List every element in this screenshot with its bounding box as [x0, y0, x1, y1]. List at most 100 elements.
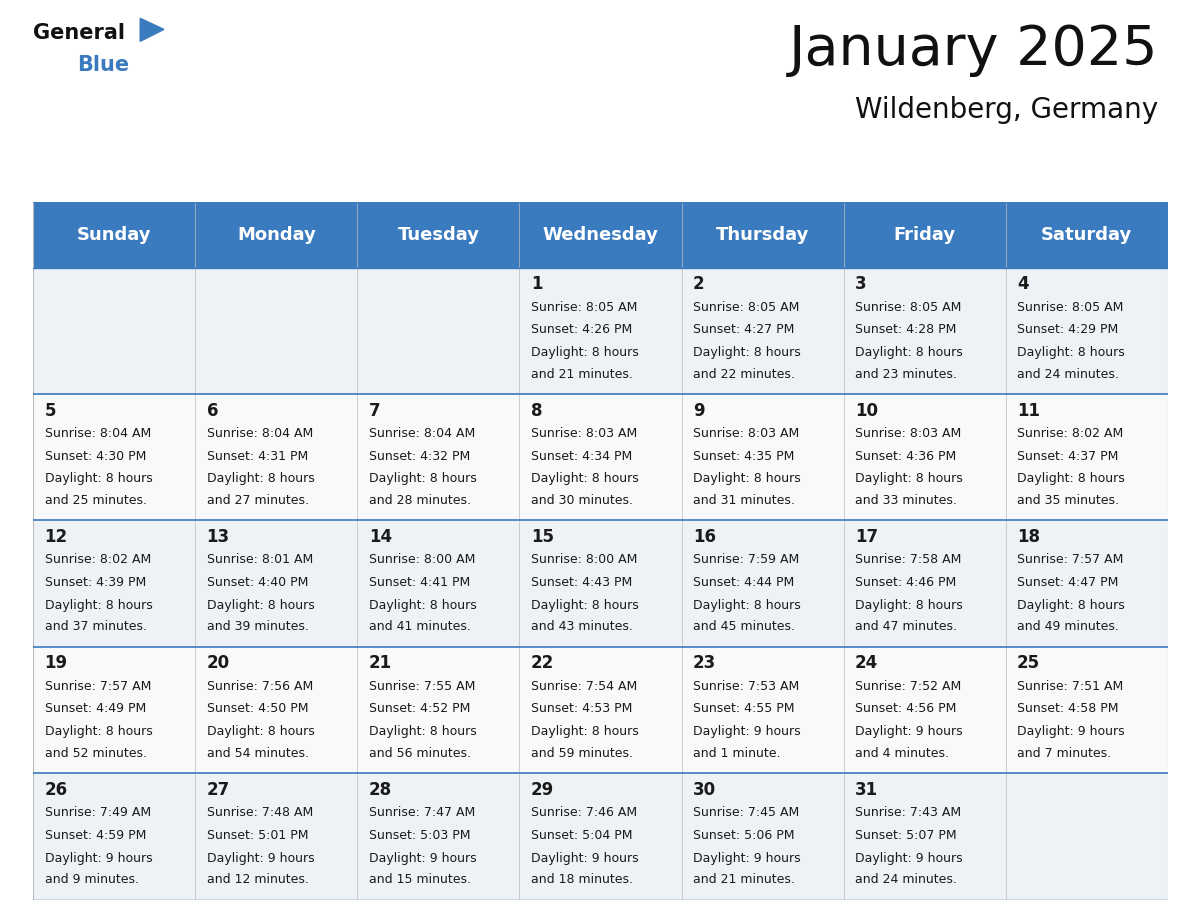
Text: 16: 16	[693, 528, 716, 546]
Text: Daylight: 8 hours: Daylight: 8 hours	[531, 473, 639, 486]
Text: Sunrise: 7:49 AM: Sunrise: 7:49 AM	[45, 806, 151, 819]
Bar	[195, 202, 358, 268]
Text: Sunset: 5:03 PM: Sunset: 5:03 PM	[368, 829, 470, 842]
Text: Daylight: 8 hours: Daylight: 8 hours	[531, 599, 639, 611]
Text: 26: 26	[45, 781, 68, 799]
Text: and 24 minutes.: and 24 minutes.	[855, 873, 956, 886]
Bar	[33, 647, 1168, 773]
Text: General: General	[33, 23, 125, 43]
Bar	[843, 202, 1006, 268]
Text: Daylight: 8 hours: Daylight: 8 hours	[693, 473, 801, 486]
Text: Daylight: 8 hours: Daylight: 8 hours	[207, 599, 315, 611]
Text: 13: 13	[207, 528, 229, 546]
Text: Blue: Blue	[77, 55, 129, 75]
Bar	[682, 202, 843, 268]
Text: 8: 8	[531, 402, 543, 420]
Text: Sunday: Sunday	[77, 226, 152, 244]
Text: Sunrise: 8:00 AM: Sunrise: 8:00 AM	[531, 554, 637, 566]
Text: January 2025: January 2025	[789, 23, 1158, 77]
Text: 20: 20	[207, 655, 229, 673]
Text: Sunset: 4:53 PM: Sunset: 4:53 PM	[531, 702, 632, 715]
Text: Sunset: 4:47 PM: Sunset: 4:47 PM	[1017, 577, 1118, 589]
Text: Friday: Friday	[893, 226, 956, 244]
Text: 30: 30	[693, 781, 716, 799]
Text: 5: 5	[45, 402, 56, 420]
Text: Daylight: 8 hours: Daylight: 8 hours	[855, 599, 962, 611]
Text: Daylight: 8 hours: Daylight: 8 hours	[45, 599, 152, 611]
Text: and 47 minutes.: and 47 minutes.	[855, 621, 958, 633]
Text: Monday: Monday	[236, 226, 316, 244]
Bar	[519, 202, 682, 268]
Bar	[33, 773, 1168, 900]
Text: Sunset: 4:30 PM: Sunset: 4:30 PM	[45, 450, 146, 463]
Text: Daylight: 9 hours: Daylight: 9 hours	[207, 852, 315, 865]
Text: and 28 minutes.: and 28 minutes.	[368, 494, 470, 507]
Text: and 15 minutes.: and 15 minutes.	[368, 873, 470, 886]
Text: and 41 minutes.: and 41 minutes.	[368, 621, 470, 633]
Text: and 23 minutes.: and 23 minutes.	[855, 367, 956, 381]
Text: 10: 10	[855, 402, 878, 420]
Text: Sunset: 4:35 PM: Sunset: 4:35 PM	[693, 450, 795, 463]
Bar	[33, 268, 1168, 394]
Text: 6: 6	[207, 402, 219, 420]
Text: and 21 minutes.: and 21 minutes.	[693, 873, 795, 886]
Text: Sunrise: 7:43 AM: Sunrise: 7:43 AM	[855, 806, 961, 819]
Bar	[33, 521, 1168, 647]
Text: Daylight: 9 hours: Daylight: 9 hours	[1017, 725, 1125, 738]
Text: 14: 14	[368, 528, 392, 546]
Text: Sunrise: 7:59 AM: Sunrise: 7:59 AM	[693, 554, 800, 566]
Text: Daylight: 8 hours: Daylight: 8 hours	[855, 473, 962, 486]
Text: 27: 27	[207, 781, 230, 799]
Text: and 54 minutes.: and 54 minutes.	[207, 746, 309, 760]
Text: and 45 minutes.: and 45 minutes.	[693, 621, 795, 633]
Text: Sunrise: 8:03 AM: Sunrise: 8:03 AM	[531, 427, 637, 440]
Text: and 24 minutes.: and 24 minutes.	[1017, 367, 1119, 381]
Text: Sunrise: 7:56 AM: Sunrise: 7:56 AM	[207, 679, 312, 693]
Text: and 22 minutes.: and 22 minutes.	[693, 367, 795, 381]
Text: Sunrise: 8:03 AM: Sunrise: 8:03 AM	[855, 427, 961, 440]
Text: Sunset: 4:36 PM: Sunset: 4:36 PM	[855, 450, 956, 463]
Text: and 30 minutes.: and 30 minutes.	[531, 494, 633, 507]
Text: Thursday: Thursday	[716, 226, 809, 244]
Text: and 39 minutes.: and 39 minutes.	[207, 621, 309, 633]
Text: Sunset: 4:43 PM: Sunset: 4:43 PM	[531, 577, 632, 589]
Text: Sunrise: 7:53 AM: Sunrise: 7:53 AM	[693, 679, 800, 693]
Text: and 1 minute.: and 1 minute.	[693, 746, 781, 760]
Text: Sunrise: 7:57 AM: Sunrise: 7:57 AM	[1017, 554, 1124, 566]
Text: Daylight: 9 hours: Daylight: 9 hours	[855, 852, 962, 865]
Text: 2: 2	[693, 275, 704, 293]
Text: Sunset: 4:28 PM: Sunset: 4:28 PM	[855, 323, 956, 336]
Text: Sunrise: 8:02 AM: Sunrise: 8:02 AM	[45, 554, 151, 566]
Text: Sunset: 4:39 PM: Sunset: 4:39 PM	[45, 577, 146, 589]
Text: 24: 24	[855, 655, 878, 673]
Text: Sunset: 4:49 PM: Sunset: 4:49 PM	[45, 702, 146, 715]
Text: Daylight: 9 hours: Daylight: 9 hours	[693, 725, 801, 738]
Text: Sunset: 4:29 PM: Sunset: 4:29 PM	[1017, 323, 1118, 336]
Text: 29: 29	[531, 781, 554, 799]
Text: and 43 minutes.: and 43 minutes.	[531, 621, 633, 633]
Text: Daylight: 9 hours: Daylight: 9 hours	[855, 725, 962, 738]
Text: and 52 minutes.: and 52 minutes.	[45, 746, 146, 760]
Text: Daylight: 8 hours: Daylight: 8 hours	[207, 473, 315, 486]
Text: 3: 3	[855, 275, 866, 293]
Text: Daylight: 8 hours: Daylight: 8 hours	[531, 725, 639, 738]
Text: and 56 minutes.: and 56 minutes.	[368, 746, 470, 760]
Text: Daylight: 9 hours: Daylight: 9 hours	[45, 852, 152, 865]
Text: Sunrise: 8:04 AM: Sunrise: 8:04 AM	[45, 427, 151, 440]
Text: 1: 1	[531, 275, 543, 293]
Text: 23: 23	[693, 655, 716, 673]
Text: Wednesday: Wednesday	[543, 226, 658, 244]
Text: Daylight: 8 hours: Daylight: 8 hours	[1017, 473, 1125, 486]
Text: and 18 minutes.: and 18 minutes.	[531, 873, 633, 886]
Text: 7: 7	[368, 402, 380, 420]
Text: Sunset: 4:58 PM: Sunset: 4:58 PM	[1017, 702, 1119, 715]
Text: Sunrise: 7:47 AM: Sunrise: 7:47 AM	[368, 806, 475, 819]
Text: Sunset: 4:37 PM: Sunset: 4:37 PM	[1017, 450, 1118, 463]
Bar	[1006, 202, 1168, 268]
Text: Daylight: 8 hours: Daylight: 8 hours	[368, 599, 476, 611]
Text: and 25 minutes.: and 25 minutes.	[45, 494, 146, 507]
Bar	[33, 394, 1168, 521]
Text: Sunset: 4:59 PM: Sunset: 4:59 PM	[45, 829, 146, 842]
Text: Sunrise: 7:45 AM: Sunrise: 7:45 AM	[693, 806, 800, 819]
Text: 15: 15	[531, 528, 554, 546]
